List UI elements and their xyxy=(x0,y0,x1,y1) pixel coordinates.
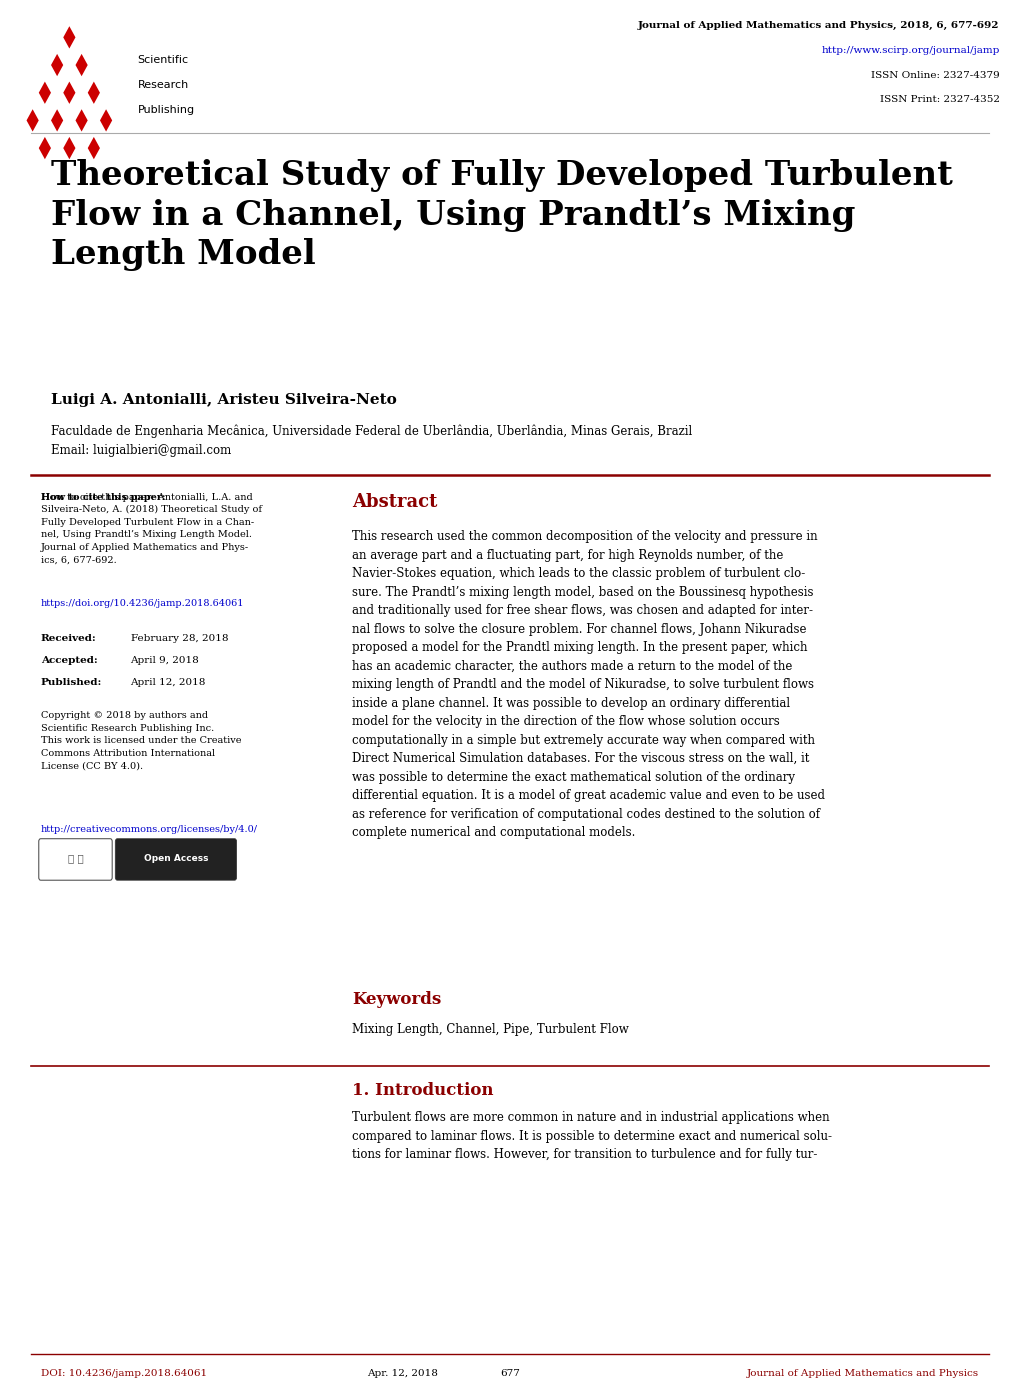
Text: Luigi A. Antonialli, Aristeu Silveira-Neto: Luigi A. Antonialli, Aristeu Silveira-Ne… xyxy=(51,393,396,407)
Polygon shape xyxy=(63,137,75,159)
Text: How to cite this paper: Antonialli, L.A. and
Silveira-Neto, A. (2018) Theoretica: How to cite this paper: Antonialli, L.A.… xyxy=(41,493,262,565)
Polygon shape xyxy=(63,26,75,48)
Text: Scientific: Scientific xyxy=(138,55,189,65)
Text: Journal of Applied Mathematics and Physics: Journal of Applied Mathematics and Physi… xyxy=(746,1369,978,1378)
FancyBboxPatch shape xyxy=(115,839,236,880)
Text: http://creativecommons.org/licenses/by/4.0/: http://creativecommons.org/licenses/by/4… xyxy=(41,825,258,835)
Polygon shape xyxy=(88,137,100,159)
Text: Copyright © 2018 by authors and
Scientific Research Publishing Inc.
This work is: Copyright © 2018 by authors and Scientif… xyxy=(41,711,242,771)
Text: Publishing: Publishing xyxy=(138,105,195,115)
Polygon shape xyxy=(75,109,88,131)
Text: Faculdade de Engenharia Mecânica, Universidade Federal de Uberlândia, Uberlândia: Faculdade de Engenharia Mecânica, Univer… xyxy=(51,425,692,439)
Text: ISSN Print: 2327-4352: ISSN Print: 2327-4352 xyxy=(878,95,999,105)
Text: Published:: Published: xyxy=(41,678,102,688)
Polygon shape xyxy=(75,54,88,76)
Text: This research used the common decomposition of the velocity and pressure in
an a: This research used the common decomposit… xyxy=(352,530,824,839)
Text: February 28, 2018: February 28, 2018 xyxy=(130,634,228,644)
Text: DOI: 10.4236/jamp.2018.64061: DOI: 10.4236/jamp.2018.64061 xyxy=(41,1369,207,1378)
Text: Keywords: Keywords xyxy=(352,991,440,1008)
Text: Accepted:: Accepted: xyxy=(41,656,98,666)
Polygon shape xyxy=(39,82,51,104)
Text: April 12, 2018: April 12, 2018 xyxy=(130,678,206,688)
Text: 677: 677 xyxy=(499,1369,520,1378)
Text: http://www.scirp.org/journal/jamp: http://www.scirp.org/journal/jamp xyxy=(820,46,999,55)
Text: Mixing Length, Channel, Pipe, Turbulent Flow: Mixing Length, Channel, Pipe, Turbulent … xyxy=(352,1023,628,1035)
Text: Received:: Received: xyxy=(41,634,97,644)
Text: Abstract: Abstract xyxy=(352,493,437,511)
Text: https://doi.org/10.4236/jamp.2018.64061: https://doi.org/10.4236/jamp.2018.64061 xyxy=(41,599,245,609)
Polygon shape xyxy=(51,109,63,131)
Polygon shape xyxy=(51,54,63,76)
Text: April 9, 2018: April 9, 2018 xyxy=(130,656,199,666)
Text: Turbulent flows are more common in nature and in industrial applications when
co: Turbulent flows are more common in natur… xyxy=(352,1111,832,1161)
Text: Research: Research xyxy=(138,80,189,90)
Text: Apr. 12, 2018: Apr. 12, 2018 xyxy=(367,1369,437,1378)
Text: Email: luigialbieri@gmail.com: Email: luigialbieri@gmail.com xyxy=(51,444,231,457)
Text: Theoretical Study of Fully Developed Turbulent
Flow in a Channel, Using Prandtl’: Theoretical Study of Fully Developed Tur… xyxy=(51,159,952,271)
FancyBboxPatch shape xyxy=(39,839,112,880)
Text: ISSN Online: 2327-4379: ISSN Online: 2327-4379 xyxy=(870,71,999,80)
Polygon shape xyxy=(88,82,100,104)
Polygon shape xyxy=(26,109,39,131)
Text: How to cite this paper:: How to cite this paper: xyxy=(41,493,165,502)
Text: 1. Introduction: 1. Introduction xyxy=(352,1082,493,1099)
Polygon shape xyxy=(39,137,51,159)
Polygon shape xyxy=(100,109,112,131)
Polygon shape xyxy=(63,82,75,104)
Text: Journal of Applied Mathematics and Physics, 2018, 6, 677-692: Journal of Applied Mathematics and Physi… xyxy=(638,21,999,30)
Text: Open Access: Open Access xyxy=(144,854,209,862)
Text: Ⓒ ⓑ: Ⓒ ⓑ xyxy=(67,853,84,864)
